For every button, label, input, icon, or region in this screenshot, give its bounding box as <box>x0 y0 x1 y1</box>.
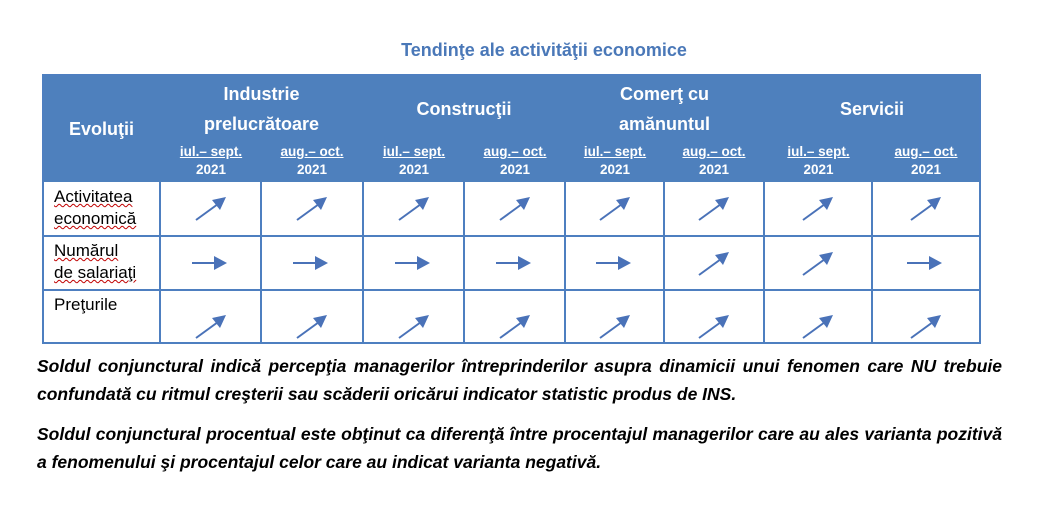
arrow-right-icon <box>281 243 341 283</box>
period-year: 2021 <box>698 162 730 177</box>
period-label: aug.– oct. <box>280 144 344 159</box>
period-year: 2021 <box>599 162 631 177</box>
arrow-right-icon <box>895 243 955 283</box>
group-label-line: Industrie <box>223 84 300 104</box>
period-label: iul.– sept. <box>382 144 446 159</box>
period-year: 2021 <box>296 162 328 177</box>
grid-line <box>763 182 765 344</box>
arrow-up-right-icon <box>895 306 955 346</box>
grid-line <box>44 235 979 237</box>
group-header-industrie: Industrie prelucrătoare <box>161 76 362 142</box>
period-label: iul.– sept. <box>583 144 647 159</box>
group-header-servicii: Servicii <box>765 76 979 142</box>
arrow-up-right-icon <box>683 188 743 228</box>
arrow-up-right-icon <box>787 243 847 283</box>
group-label-line: Servicii <box>839 99 905 119</box>
table-title: Tendinţe ale activităţii economice <box>401 40 687 60</box>
grid-line <box>564 182 566 344</box>
group-label-line: prelucrătoare <box>203 114 320 134</box>
period-label: aug.– oct. <box>682 144 746 159</box>
period-label: iul.– sept. <box>787 144 850 159</box>
grid-line <box>159 182 161 344</box>
period-label: aug.– oct. <box>483 144 547 159</box>
period-label: aug.– oct. <box>894 144 958 159</box>
arrow-up-right-icon <box>180 306 240 346</box>
group-header-constructii: Construcţii <box>364 76 564 142</box>
arrow-up-right-icon <box>281 188 341 228</box>
row-label-activitatea: Activitatea economică <box>54 186 164 230</box>
arrow-right-icon <box>180 243 240 283</box>
trends-table: Evoluţii Industrie prelucrătoare Construc… <box>42 74 981 344</box>
note-1: Soldul conjunctural indică percepţia man… <box>37 352 1002 408</box>
arrow-right-icon <box>383 243 443 283</box>
arrow-up-right-icon <box>683 243 743 283</box>
arrow-up-right-icon <box>895 188 955 228</box>
row-label-preturile: Preţurile <box>54 294 164 316</box>
row-label-line: Numărul <box>54 241 119 260</box>
period-header: iul.– sept. 2021 <box>364 143 464 179</box>
note-text: Soldul conjunctural indică percepţia man… <box>37 356 1002 404</box>
group-label-line: Comerţ cu <box>619 84 709 104</box>
period-year: 2021 <box>195 162 227 177</box>
period-header: iul.– sept. 2021 <box>566 143 664 179</box>
row-label-line: Activitatea <box>54 187 133 206</box>
row-label-numarul: Numărul de salariaţi <box>54 240 164 284</box>
grid-line <box>663 182 665 344</box>
arrow-up-right-icon <box>484 306 544 346</box>
group-label-line: amănuntul <box>618 114 710 134</box>
arrow-up-right-icon <box>281 306 341 346</box>
grid-line <box>463 182 465 344</box>
period-label: iul.– sept. <box>179 144 243 159</box>
arrow-up-right-icon <box>484 188 544 228</box>
group-label-line: Construcţii <box>416 99 512 119</box>
row-label-line: Preţurile <box>54 295 118 314</box>
grid-line <box>362 182 364 344</box>
arrow-right-icon <box>584 243 644 283</box>
period-header: iul.– sept. 2021 <box>765 143 872 179</box>
period-year: 2021 <box>499 162 531 177</box>
arrow-up-right-icon <box>787 306 847 346</box>
arrow-right-icon <box>484 243 544 283</box>
row-label-line: economică <box>54 209 137 228</box>
row-header-label: Evoluţii <box>68 118 134 139</box>
arrow-up-right-icon <box>683 306 743 346</box>
period-header: aug.– oct. 2021 <box>873 143 979 179</box>
grid-line <box>44 289 979 291</box>
arrow-up-right-icon <box>383 306 443 346</box>
arrow-up-right-icon <box>787 188 847 228</box>
arrow-up-right-icon <box>584 188 644 228</box>
period-year: 2021 <box>803 162 834 177</box>
period-year: 2021 <box>910 162 942 177</box>
group-header-comert: Comerţ cu amănuntul <box>566 76 763 142</box>
period-header: aug.– oct. 2021 <box>665 143 763 179</box>
period-header: aug.– oct. 2021 <box>465 143 565 179</box>
note-2: Soldul conjunctural procentual este obţi… <box>37 420 1002 476</box>
arrow-up-right-icon <box>383 188 443 228</box>
grid-line <box>871 182 873 344</box>
table-header: Evoluţii Industrie prelucrătoare Construc… <box>44 76 979 182</box>
arrow-up-right-icon <box>584 306 644 346</box>
note-text: Soldul conjunctural procentual este obţi… <box>37 424 1002 472</box>
period-header: aug.– oct. 2021 <box>262 143 362 179</box>
row-label-line: de salariaţi <box>54 263 137 282</box>
arrow-up-right-icon <box>180 188 240 228</box>
period-year: 2021 <box>398 162 430 177</box>
grid-line <box>260 182 262 344</box>
period-header: iul.– sept. 2021 <box>161 143 261 179</box>
